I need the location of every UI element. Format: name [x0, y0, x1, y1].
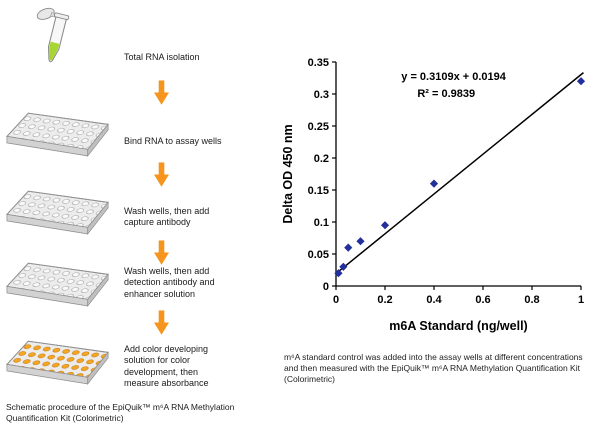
down-arrow-icon: [154, 310, 169, 335]
y-tick-label: 0.2: [314, 153, 329, 165]
microplate-colored-icon: [6, 340, 110, 387]
r-squared-label: R² = 0.9839: [417, 88, 475, 100]
x-tick-label: 1: [578, 294, 584, 306]
tube-icon: [26, 6, 90, 70]
data-point-marker: [339, 262, 348, 271]
data-point-marker: [356, 237, 365, 246]
data-point-marker: [380, 221, 390, 230]
y-tick-label: 0.1: [314, 217, 329, 229]
step-label-color-development: Add color developing solution for color …: [124, 344, 209, 388]
x-tick-label: 0.6: [475, 294, 490, 306]
microplate-icon: [6, 262, 110, 309]
microplate-icon: [6, 112, 110, 159]
chart-caption: m⁶A standard control was added into the …: [284, 352, 583, 385]
step-label-total-rna-isolation: Total RNA isolation: [124, 52, 200, 62]
data-point-marker: [344, 243, 353, 252]
step-label-capture-antibody: Wash wells, then add capture antibody: [124, 206, 210, 228]
x-tick-label: 0.8: [524, 294, 539, 306]
schematic-caption: Schematic procedure of the EpiQuik™ m⁶A …: [6, 402, 235, 424]
x-tick-label: 0.4: [426, 294, 442, 306]
x-tick-label: 0.2: [377, 294, 392, 306]
down-arrow-icon: [154, 162, 169, 187]
microplate-icon: [6, 190, 110, 237]
trend-line: [336, 72, 584, 274]
scatter-plot-svg: 0 0.2 0.4 0.6 0.8 1 0 0.05 0.1 0.15 0.2 0.25 0.3 0.35…: [281, 57, 586, 333]
equation-label: y = 0.3109x + 0.0194: [401, 71, 506, 83]
x-axis-title: m6A Standard (ng/well): [389, 319, 527, 333]
standard-curve-chart: 0 0.2 0.4 0.6 0.8 1 0 0.05 0.1 0.15 0.2 0.25 0.3 0.35…: [278, 48, 596, 338]
y-tick-label: 0.35: [308, 57, 329, 69]
y-tick-label: 0.15: [308, 185, 329, 197]
down-arrow-icon: [154, 80, 169, 105]
x-tick-label: 0: [333, 294, 339, 306]
down-arrow-icon: [154, 240, 169, 265]
y-tick-label: 0.3: [314, 89, 329, 101]
y-tick-label: 0.25: [308, 121, 329, 133]
data-point-marker: [429, 179, 439, 188]
y-axis-title: Delta OD 450 nm: [281, 124, 295, 223]
step-label-detection-antibody: Wash wells, then add detection antibody …: [124, 266, 215, 299]
data-point-marker: [576, 77, 586, 86]
y-tick-label: 0.05: [308, 249, 329, 261]
y-tick-label: 0: [323, 281, 329, 293]
step-label-bind-rna: Bind RNA to assay wells: [124, 136, 222, 146]
